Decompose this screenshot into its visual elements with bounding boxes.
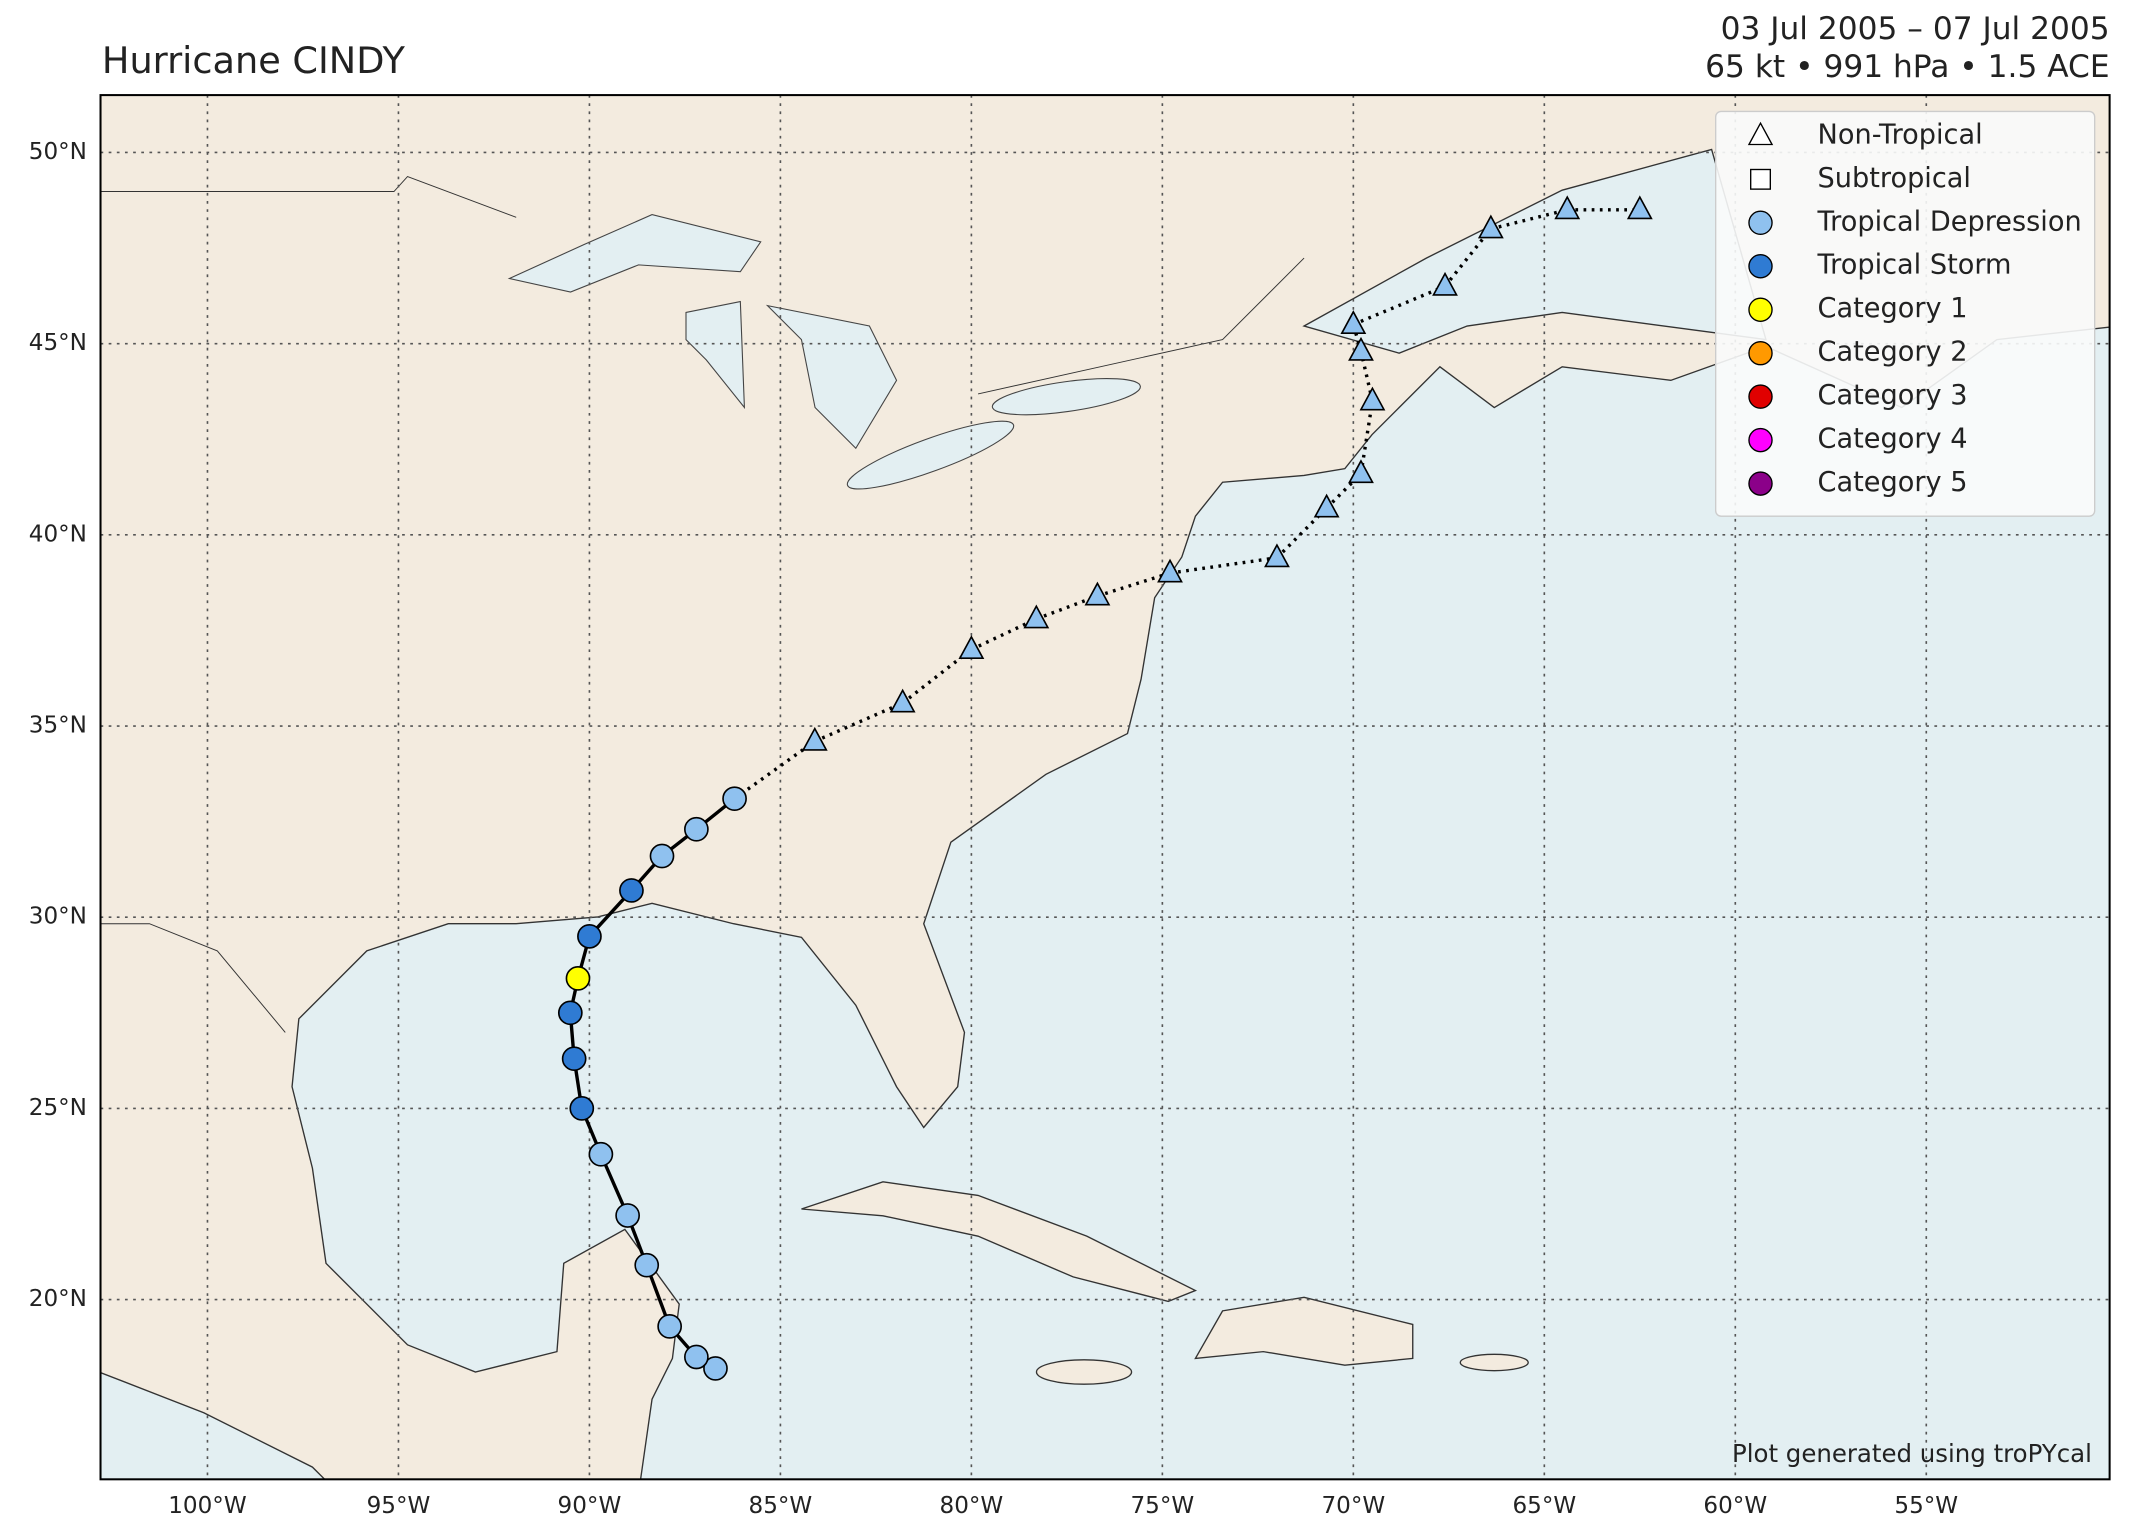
track-point <box>1313 493 1340 518</box>
track-point <box>684 1344 709 1370</box>
track-point <box>657 1314 683 1339</box>
y-tick-label: 30°N <box>29 904 87 930</box>
legend: Non-Tropical Subtropical Tropical Depressi… <box>1715 110 2096 517</box>
y-tick-label: 25°N <box>29 1095 87 1121</box>
legend-label: Category 4 <box>1818 424 1968 455</box>
track-point <box>565 966 591 991</box>
ocean <box>291 326 2110 1480</box>
track-point <box>1157 558 1183 583</box>
track-point <box>569 1096 595 1121</box>
x-tick-label: 55°W <box>1894 1493 1958 1519</box>
track-point <box>889 688 916 713</box>
x-tick-label: 90°W <box>558 1493 622 1519</box>
x-tick-label: 80°W <box>940 1493 1004 1519</box>
legend-box <box>1715 110 2096 517</box>
x-tick-label: 70°W <box>1321 1493 1385 1519</box>
track-point <box>801 726 828 751</box>
lake-ontario <box>991 378 1141 416</box>
legend-marker <box>1750 168 1772 190</box>
track-point <box>958 635 985 660</box>
track-point <box>649 843 675 869</box>
title: Hurricane CINDY <box>102 39 406 82</box>
track-point <box>577 923 602 949</box>
track-segment <box>1352 284 1446 327</box>
track-point <box>634 1252 660 1278</box>
track-point <box>1477 214 1504 239</box>
legend-label: Category 5 <box>1818 467 1968 498</box>
legend-marker <box>1748 210 1773 236</box>
lake-michigan <box>685 300 746 410</box>
pacific <box>100 1371 326 1480</box>
y-tick-label: 35°N <box>29 713 87 739</box>
y-tick-label: 20°N <box>29 1286 87 1312</box>
y-tick-label: 45°N <box>29 330 87 356</box>
legend-label: Tropical Storm <box>1817 250 2012 281</box>
legend-marker <box>1748 384 1773 409</box>
legend-label: Category 2 <box>1818 337 1968 368</box>
legend-marker <box>1748 340 1773 366</box>
track-point <box>1348 459 1374 484</box>
track-point <box>684 816 709 842</box>
track-segment <box>1490 208 1568 231</box>
legend-marker <box>1747 121 1774 146</box>
legend-label: Category 3 <box>1818 380 1968 411</box>
legend-marker <box>1748 471 1773 496</box>
puerto-rico <box>1459 1353 1529 1372</box>
track-point <box>1359 386 1386 411</box>
y-tick-label: 50°N <box>29 139 87 165</box>
lake-superior <box>507 214 762 293</box>
legend-label: Subtropical <box>1818 163 1971 194</box>
track-point <box>1626 195 1653 220</box>
jamaica <box>1035 1359 1133 1385</box>
track-point <box>1264 543 1290 568</box>
track-point <box>561 1046 587 1072</box>
x-tick-label: 65°W <box>1512 1493 1576 1519</box>
track-point <box>557 1000 583 1026</box>
track-point <box>1340 310 1367 334</box>
legend-label: Category 1 <box>1818 293 1968 324</box>
track <box>557 195 1653 1381</box>
x-tick-label: 100°W <box>168 1493 247 1519</box>
x-tick-label: 60°W <box>1703 1493 1767 1519</box>
us-mexico-border <box>100 923 286 1033</box>
storm-stats: 65 kt • 991 hPa • 1.5 ACE <box>1705 49 2109 85</box>
track-point <box>703 1356 728 1381</box>
x-tick-label: 95°W <box>367 1493 431 1519</box>
cuba <box>801 1181 1198 1303</box>
plot-frame <box>99 94 2111 1481</box>
legend-marker <box>1748 427 1773 453</box>
track-point <box>615 1203 640 1228</box>
legend-label: Tropical Depression <box>1817 206 2082 237</box>
hispaniola <box>1194 1296 1414 1366</box>
track-segment <box>1169 556 1278 575</box>
track-segment <box>733 739 816 801</box>
track-point <box>1023 604 1050 629</box>
track-point <box>1554 195 1581 220</box>
x-tick-label: 75°W <box>1130 1493 1194 1519</box>
track-segment <box>1035 594 1099 621</box>
track-point <box>722 786 747 812</box>
us-canada-border <box>100 176 1305 395</box>
credit-note: Plot generated using troPYcal <box>1732 1439 2092 1468</box>
lake-huron <box>765 304 898 450</box>
track-point <box>1432 271 1458 296</box>
track-point <box>1084 581 1111 606</box>
track-point <box>588 1141 614 1167</box>
date-range: 03 Jul 2005 – 07 Jul 2005 <box>1721 11 2110 47</box>
track-point <box>619 878 644 903</box>
y-tick-label: 40°N <box>29 521 87 547</box>
legend-marker <box>1748 254 1773 279</box>
legend-label: Non-Tropical <box>1818 119 1983 150</box>
legend-marker <box>1748 297 1773 322</box>
x-tick-label: 85°W <box>749 1493 813 1519</box>
track-point <box>1348 336 1374 361</box>
